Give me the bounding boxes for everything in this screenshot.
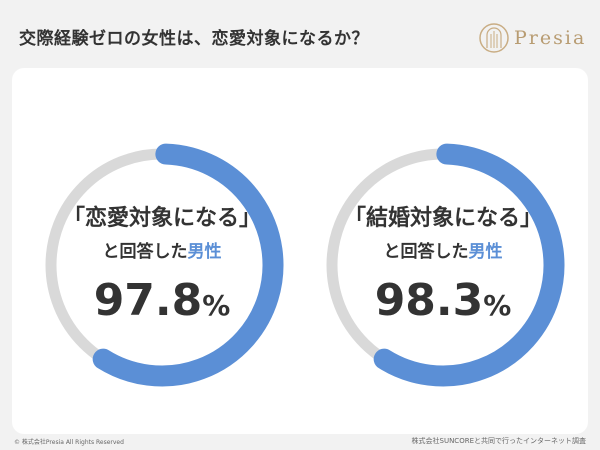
chart-2-value: 98.3% bbox=[323, 275, 563, 326]
sublabel-highlight: 男性 bbox=[187, 242, 222, 262]
presia-logo: Presia bbox=[478, 22, 586, 54]
logo-text: Presia bbox=[514, 27, 587, 49]
chart-1-value: 97.8% bbox=[42, 275, 282, 326]
chart-2-sublabel: と回答した男性 bbox=[323, 237, 563, 262]
sublabel-text: と回答した bbox=[102, 242, 188, 262]
sublabel-highlight: 男性 bbox=[468, 242, 503, 262]
value-unit: % bbox=[202, 289, 231, 322]
page-title: 交際経験ゼロの女性は、恋愛対象になるか？ bbox=[19, 29, 369, 49]
chart-1-sublabel: と回答した男性 bbox=[42, 237, 282, 262]
value-number: 98.3 bbox=[374, 275, 484, 326]
sublabel-text: と回答した bbox=[383, 242, 469, 262]
value-unit: % bbox=[483, 289, 512, 322]
copyright: © 株式会社Presia All Rights Reserved bbox=[14, 439, 124, 446]
chart-2-label: 「結婚対象になる」 bbox=[343, 206, 542, 231]
chart-1-label: 「恋愛対象になる」 bbox=[62, 206, 261, 231]
source-note: 株式会社SUNCOREと共同で行ったインターネット調査 bbox=[411, 437, 587, 445]
donut-value-arc bbox=[92, 143, 284, 387]
donut-value-arc bbox=[373, 143, 565, 387]
value-number: 97.8 bbox=[93, 275, 203, 326]
logo-emblem-icon bbox=[479, 23, 509, 53]
